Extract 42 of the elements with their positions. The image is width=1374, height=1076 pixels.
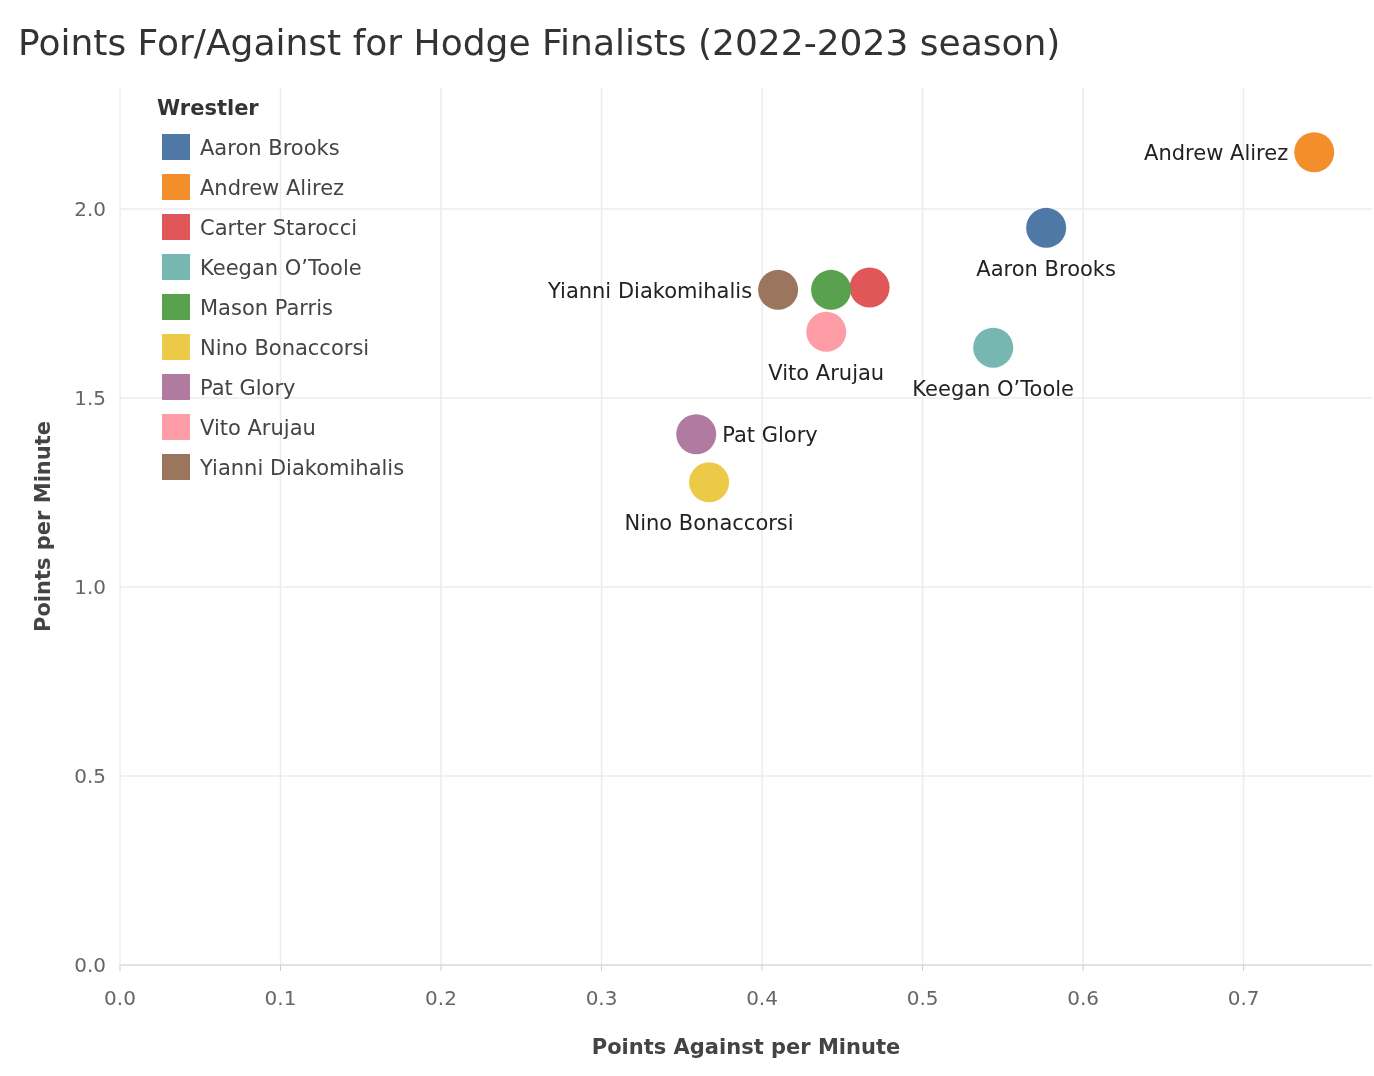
point — [758, 269, 799, 310]
text: Vito Arujau — [768, 360, 885, 385]
x-tick-label: 0.7 — [1227, 986, 1260, 1010]
legend-label: Aaron Brooks — [200, 136, 340, 160]
legend-label: Pat Glory — [200, 376, 296, 400]
x-tick-label: 0.1 — [264, 986, 297, 1010]
y-tick-label: 1.5 — [74, 385, 106, 410]
point — [1026, 207, 1067, 248]
text: Yianni Diakomihalis — [547, 278, 753, 303]
legend-label: Vito Arujau — [200, 416, 316, 440]
legend-label: Andrew Alirez — [200, 176, 345, 200]
text: Aaron Brooks — [976, 256, 1116, 281]
x-axis-title: Points Against per Minute — [591, 1035, 901, 1059]
point — [811, 269, 852, 310]
text: Andrew Alirez — [1144, 141, 1289, 166]
text: Pat Glory — [722, 423, 818, 448]
point — [676, 414, 717, 455]
x-tick-label: 0.4 — [746, 986, 778, 1010]
y-tick-label: 0.0 — [74, 953, 106, 977]
text: Nino Bonaccorsi — [624, 511, 794, 536]
legend-label: Nino Bonaccorsi — [200, 336, 370, 360]
y-axis-title: Points per Minute — [31, 420, 55, 633]
chart-title: Points For/Against for Hodge Finalists (2022-2023 season) — [18, 22, 1061, 63]
x-tick-label: 0.2 — [425, 986, 457, 1010]
x-tick-label: 0.6 — [1067, 986, 1099, 1010]
y-tick-label: 1.0 — [74, 574, 106, 599]
y-tick-label: 2.0 — [74, 196, 106, 221]
legend-label: Yianni Diakomihalis — [199, 456, 405, 480]
point — [1294, 132, 1335, 173]
legend-label: Mason Parris — [200, 296, 334, 320]
legend-label: Keegan O’Toole — [200, 256, 362, 280]
legend-title: Wrestler — [157, 96, 260, 120]
legend-label: Carter Starocci — [200, 216, 358, 240]
x-tick-label: 0.5 — [906, 986, 939, 1010]
x-tick-label: 0.0 — [104, 986, 136, 1010]
x-tick-label: 0.3 — [585, 986, 618, 1010]
y-tick-label: 0.5 — [74, 763, 106, 788]
point — [806, 311, 847, 352]
point — [849, 267, 890, 308]
point — [973, 327, 1014, 368]
text: Keegan O’Toole — [912, 376, 1075, 401]
point — [689, 462, 730, 503]
